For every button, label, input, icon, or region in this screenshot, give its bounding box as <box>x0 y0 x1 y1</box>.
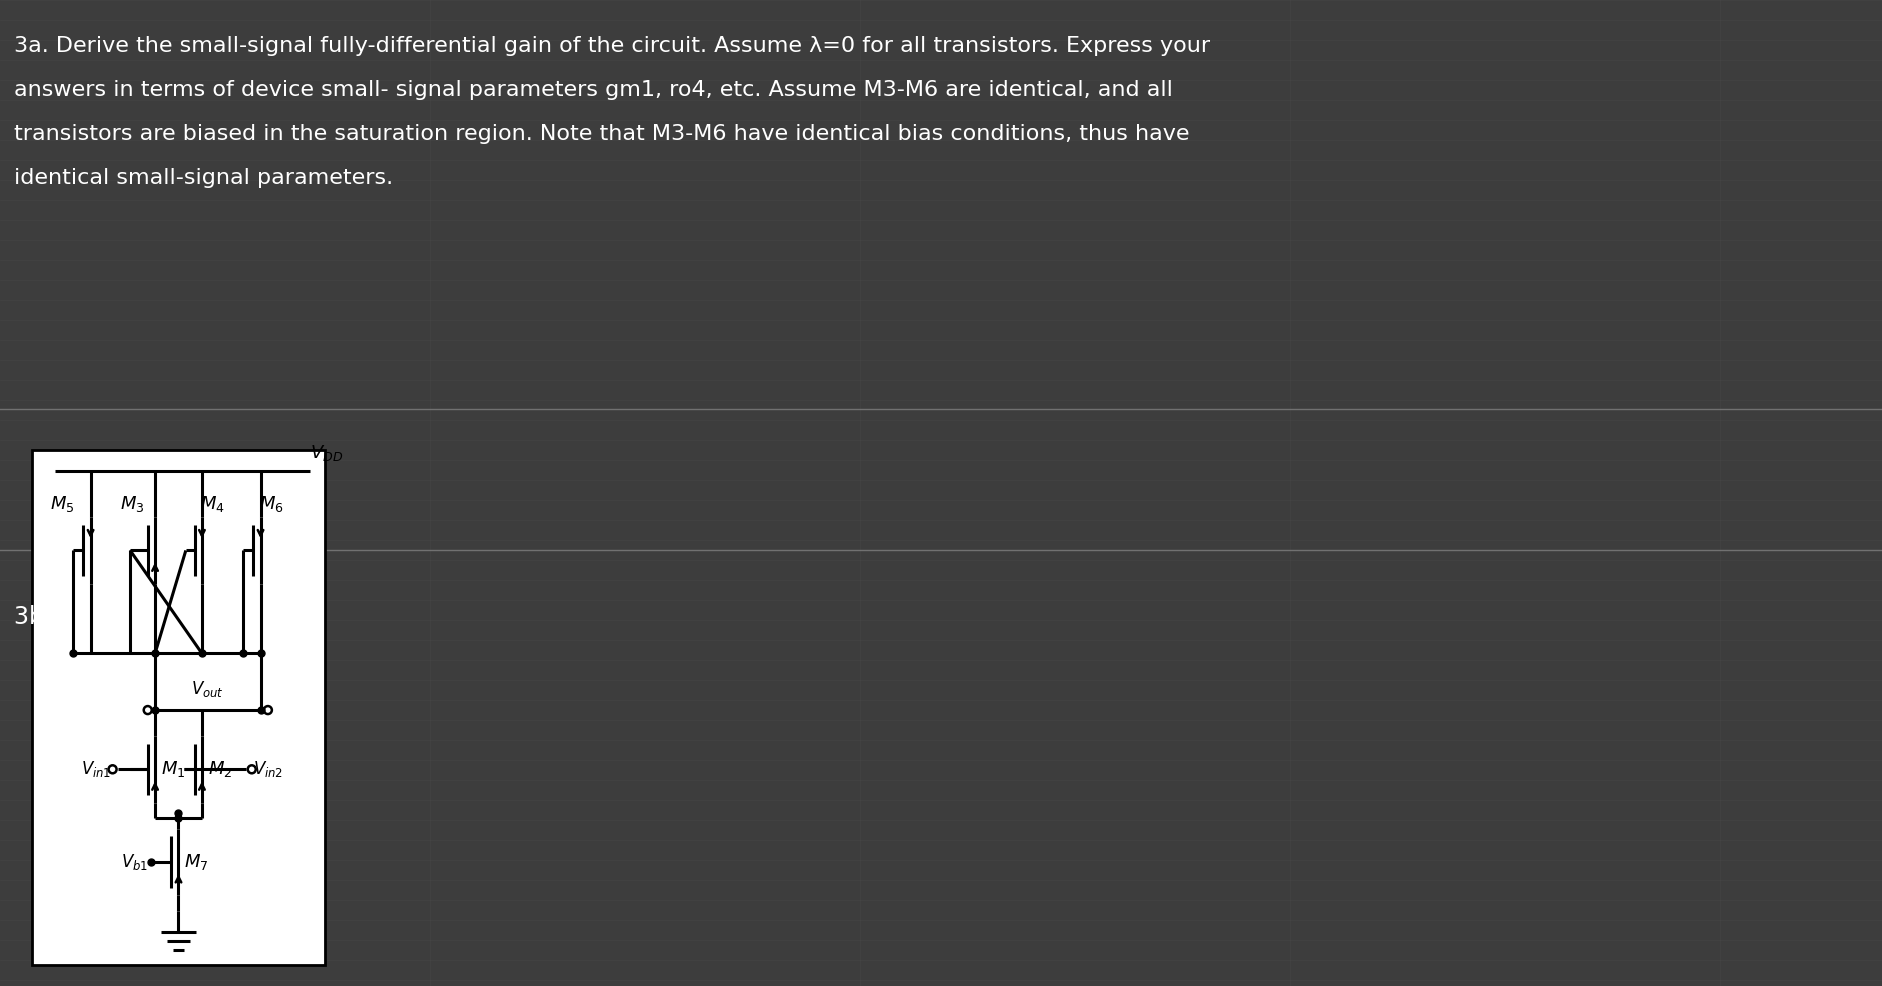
Text: $M_2$: $M_2$ <box>207 759 231 779</box>
Text: $M_3$: $M_3$ <box>120 494 145 514</box>
Text: $V_{b1}$: $V_{b1}$ <box>120 852 147 872</box>
Text: transistors are biased in the saturation region. Note that M3-M6 have identical : transistors are biased in the saturation… <box>13 124 1189 144</box>
Bar <box>32 450 326 965</box>
Text: identical small-signal parameters.: identical small-signal parameters. <box>13 168 393 188</box>
Text: $V_{DD}$: $V_{DD}$ <box>311 443 343 462</box>
Text: $M_7$: $M_7$ <box>184 852 209 872</box>
Text: $V_{in2}$: $V_{in2}$ <box>252 759 284 779</box>
Text: $M_1$: $M_1$ <box>160 759 184 779</box>
Text: $V_{out}$: $V_{out}$ <box>192 679 224 699</box>
Text: 3a. Derive the small-signal fully-differential gain of the circuit. Assume λ=0 f: 3a. Derive the small-signal fully-differ… <box>13 36 1210 56</box>
Text: 3b. Repeat with λ>0: 3b. Repeat with λ>0 <box>13 605 256 629</box>
Text: answers in terms of device small- signal parameters gm1, ro4, etc. Assume M3-M6 : answers in terms of device small- signal… <box>13 80 1172 100</box>
Text: $M_5$: $M_5$ <box>49 494 73 514</box>
Text: $M_4$: $M_4$ <box>199 494 226 514</box>
Text: $M_6$: $M_6$ <box>260 494 284 514</box>
Text: $V_{in1}$: $V_{in1}$ <box>81 759 111 779</box>
